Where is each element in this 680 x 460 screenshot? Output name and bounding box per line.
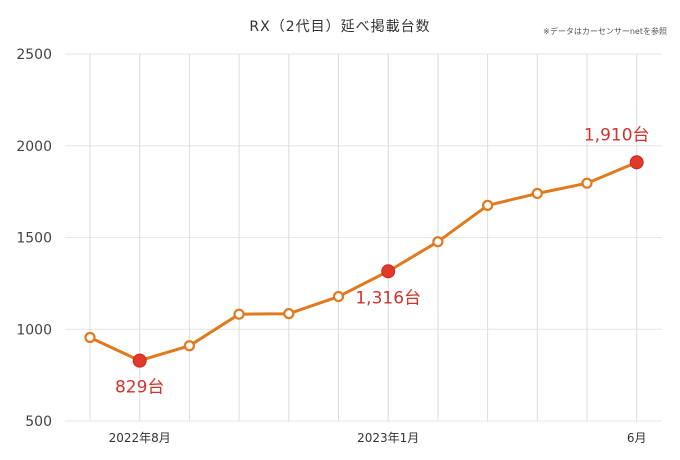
series-line [88, 160, 639, 363]
data-point [482, 199, 494, 211]
y-tick-label: 2000 [16, 139, 52, 155]
highlight-point [132, 353, 147, 368]
data-label: 829台 [115, 378, 164, 398]
data-point [531, 187, 543, 200]
data-point [84, 331, 96, 344]
x-tick-label: 2023年1月 [357, 431, 419, 445]
y-tick-label: 500 [25, 414, 52, 430]
data-label: 1,910台 [584, 125, 650, 145]
grid [65, 53, 662, 422]
y-tick-label: 1500 [16, 231, 52, 247]
x-tick-label: 2022年8月 [109, 431, 171, 445]
highlight-point [629, 155, 644, 170]
data-point [432, 236, 444, 248]
chart-title: RX（2代目）延べ掲載台数 [249, 19, 430, 35]
y-tick-label: 1000 [16, 322, 52, 338]
data-point [332, 290, 345, 303]
source-note: ※データはカーセンサーnetを参照 [543, 26, 667, 36]
data-points [84, 155, 644, 368]
data-label: 1,316台 [355, 288, 421, 308]
highlight-point [381, 264, 396, 279]
data-point [283, 308, 295, 320]
y-tick-label: 2500 [16, 47, 52, 63]
data-labels: 829台 1,316台 1,910台 [115, 125, 650, 397]
series-line-path [88, 160, 639, 363]
data-point [183, 340, 195, 352]
data-point [233, 308, 245, 320]
axes: 500 1000 1500 2000 2500 2022年8月 2023年1月 6月 [16, 47, 646, 445]
data-point [581, 177, 593, 189]
x-tick-label: 6月 [627, 431, 647, 445]
